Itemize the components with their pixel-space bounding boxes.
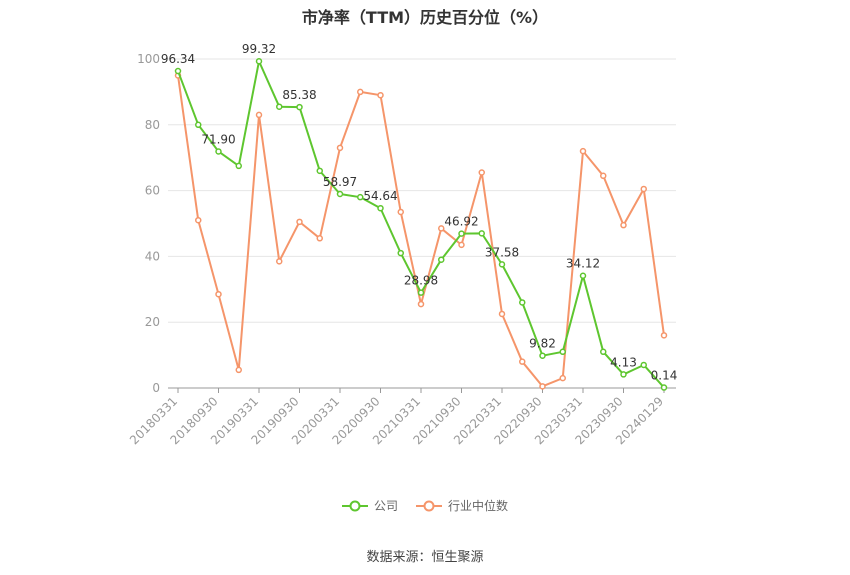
data-label: 34.12 [566, 257, 600, 271]
data-point-company [316, 167, 323, 175]
data-point-company [498, 261, 506, 268]
data-point-industry [640, 185, 647, 193]
y-tick-label: 100 [137, 52, 160, 66]
data-point-industry [316, 235, 323, 242]
data-label: 85.38 [282, 88, 316, 102]
data-point-industry [195, 216, 202, 224]
data-label: 4.13 [610, 355, 637, 369]
data-point-company [195, 121, 202, 129]
data-point-company [174, 67, 182, 75]
series-line-industry [177, 75, 665, 388]
data-point-company [478, 230, 485, 237]
legend-industry-label: 行业中位数 [448, 499, 509, 513]
legend-company-label: 公司 [373, 499, 398, 513]
data-label: 28.98 [404, 274, 438, 288]
data-point-company [377, 204, 384, 212]
data-point-industry [235, 366, 242, 374]
data-point-industry [600, 172, 607, 180]
data-point-industry [296, 218, 303, 226]
data-point-company [458, 230, 465, 237]
data-point-industry [519, 358, 526, 365]
data-point-industry [397, 208, 404, 216]
data-point-industry [336, 144, 344, 152]
data-point-company [438, 256, 445, 263]
y-tick-label: 60 [145, 184, 160, 198]
data-source: 数据来源：恒生聚源 [366, 550, 484, 565]
data-point-company [417, 289, 425, 296]
y-tick-label: 20 [145, 315, 160, 329]
data-label: 58.97 [323, 175, 357, 189]
data-point-industry [255, 111, 263, 119]
legend: 公司 行业中位数 [0, 497, 850, 514]
data-point-industry [215, 290, 222, 298]
data-point-industry [478, 169, 485, 176]
data-point-company [600, 348, 607, 356]
data-point-industry [357, 88, 364, 96]
data-point-company [640, 361, 647, 369]
y-tick-label: 0 [152, 381, 160, 395]
data-point-industry [438, 225, 445, 232]
data-label: 46.92 [444, 215, 478, 229]
data-point-company [539, 352, 546, 359]
data-point-company [276, 103, 283, 110]
data-label: 54.64 [363, 189, 397, 203]
legend-item-company[interactable]: 公司 [341, 497, 398, 514]
data-point-company [215, 148, 222, 155]
data-label: 99.32 [242, 42, 276, 56]
data-point-company [235, 162, 242, 170]
data-point-company [357, 193, 364, 201]
legend-item-industry[interactable]: 行业中位数 [416, 497, 508, 514]
data-point-industry [620, 221, 627, 229]
data-point-company [397, 249, 404, 257]
data-point-company [579, 272, 587, 279]
data-point-industry [377, 91, 384, 99]
data-point-company [559, 348, 566, 356]
data-point-industry [579, 147, 587, 155]
data-point-industry [498, 310, 506, 318]
data-point-industry [458, 241, 465, 249]
data-point-company [660, 384, 668, 391]
data-label: 0.14 [651, 369, 678, 383]
data-point-company [255, 57, 263, 65]
data-point-industry [539, 383, 546, 390]
data-point-industry [417, 300, 425, 308]
data-point-company [519, 299, 526, 306]
y-tick-label: 80 [145, 118, 160, 132]
data-point-industry [276, 258, 283, 265]
data-label: 9.82 [529, 337, 556, 351]
data-point-company [336, 190, 344, 198]
chart-title: 市净率（TTM）历史百分位（%） [301, 8, 549, 27]
data-point-company [296, 103, 303, 111]
data-point-industry [660, 332, 668, 339]
data-label: 96.34 [161, 52, 195, 66]
data-point-industry [559, 374, 566, 382]
legend-industry-swatch-icon [416, 500, 442, 511]
data-label: 37.58 [485, 245, 519, 259]
legend-company-swatch-icon [341, 500, 368, 511]
data-label: 71.90 [201, 132, 235, 146]
data-point-company [620, 371, 627, 378]
y-tick-label: 40 [145, 249, 160, 263]
